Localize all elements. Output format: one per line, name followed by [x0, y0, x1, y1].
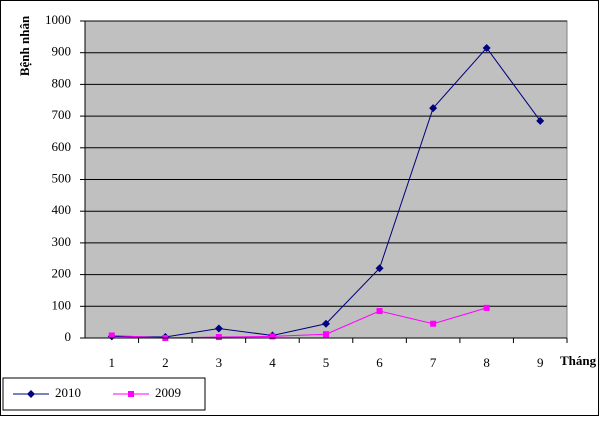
- marker: [214, 324, 223, 333]
- x-tick-label: 6: [376, 355, 383, 370]
- marker: [429, 104, 438, 113]
- y-tick-label: 1000: [45, 12, 71, 27]
- marker: [323, 331, 329, 338]
- x-tick-label: 5: [323, 355, 330, 370]
- x-tick-label: 7: [430, 355, 437, 370]
- marker: [376, 308, 383, 315]
- x-tick-label: 2: [162, 355, 169, 370]
- legend-label: 2009: [155, 385, 181, 400]
- y-tick-label: 500: [52, 170, 72, 185]
- x-tick-label: 8: [483, 355, 490, 370]
- x-tick-label: 3: [216, 355, 223, 370]
- legend-label: 2010: [55, 385, 81, 400]
- y-tick-label: 600: [52, 139, 72, 154]
- marker: [483, 304, 490, 311]
- x-tick-label: 9: [537, 355, 544, 370]
- marker: [430, 320, 437, 327]
- marker: [27, 390, 35, 398]
- y-tick-label: 400: [52, 202, 72, 217]
- x-tick-label: 1: [109, 355, 116, 370]
- x-axis-label: Tháng: [560, 353, 597, 368]
- y-tick-label: 800: [52, 75, 72, 90]
- y-tick-label: 0: [65, 329, 72, 344]
- marker: [108, 332, 115, 339]
- marker: [536, 116, 545, 125]
- y-axis-label: Bệnh nhân: [17, 15, 32, 76]
- x-tick-label: 4: [269, 355, 276, 370]
- marker: [482, 43, 491, 52]
- y-tick-label: 300: [52, 234, 72, 249]
- y-tick-label: 900: [52, 44, 72, 59]
- y-tick-label: 100: [52, 297, 72, 312]
- marker: [128, 391, 134, 397]
- marker: [375, 264, 384, 273]
- y-tick-label: 200: [52, 266, 72, 281]
- marker: [269, 333, 276, 340]
- y-tick-label: 700: [52, 107, 72, 122]
- marker: [322, 319, 330, 328]
- marker: [215, 334, 222, 341]
